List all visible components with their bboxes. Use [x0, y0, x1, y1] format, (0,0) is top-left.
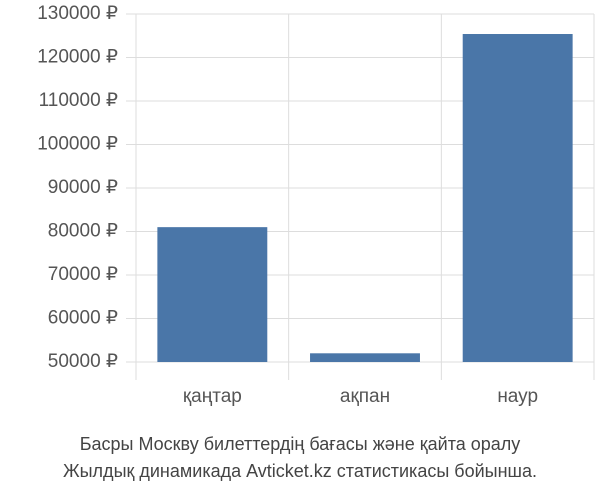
- y-tick-label: 70000 ₽: [48, 264, 118, 285]
- y-tick-label: 100000 ₽: [37, 134, 118, 155]
- bar: [157, 227, 268, 362]
- y-tick-label: 80000 ₽: [48, 221, 118, 242]
- y-tick-label: 50000 ₽: [48, 351, 118, 372]
- y-tick-label: 60000 ₽: [48, 308, 118, 329]
- y-tick-label: 90000 ₽: [48, 177, 118, 198]
- x-tick-label: наур: [497, 386, 538, 407]
- bar: [462, 34, 573, 362]
- y-tick-label: 120000 ₽: [37, 47, 118, 68]
- x-tick-label: ақпан: [340, 386, 390, 407]
- bar: [310, 353, 420, 362]
- y-tick-label: 130000 ₽: [37, 3, 118, 24]
- y-tick-label: 110000 ₽: [39, 90, 118, 111]
- chart-title: Басры Москву билеттердің бағасы және қай…: [80, 434, 521, 454]
- chart-title: Жылдық динамикада Avticket.kz статистика…: [63, 461, 537, 481]
- x-tick-label: қаңтар: [183, 386, 242, 407]
